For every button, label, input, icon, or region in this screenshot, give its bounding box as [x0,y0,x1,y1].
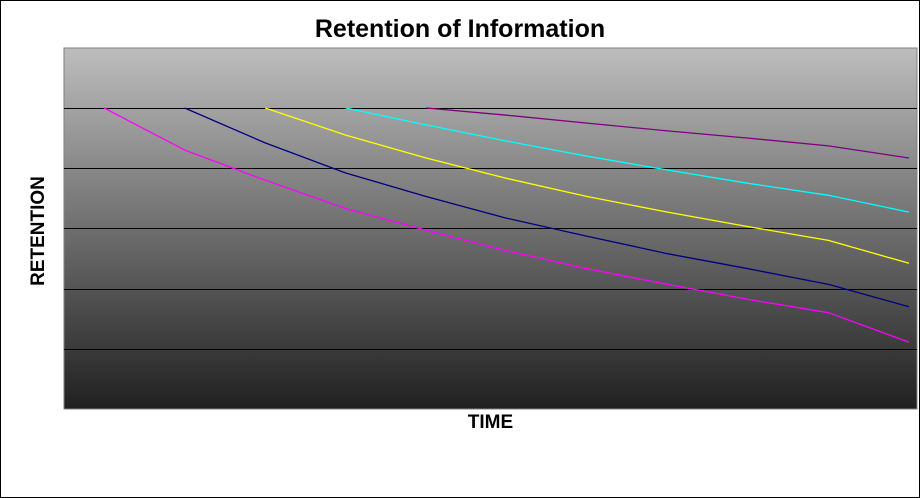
x-axis-label: TIME [467,412,514,433]
series-line-5 [426,107,910,159]
series-line-3 [264,107,910,264]
series-lines [103,107,910,343]
series-line-1 [103,107,910,343]
series-line-4 [345,107,910,213]
chart-title: Retention of Information [314,15,606,43]
gridlines [64,108,917,350]
series-line-2 [184,107,910,308]
